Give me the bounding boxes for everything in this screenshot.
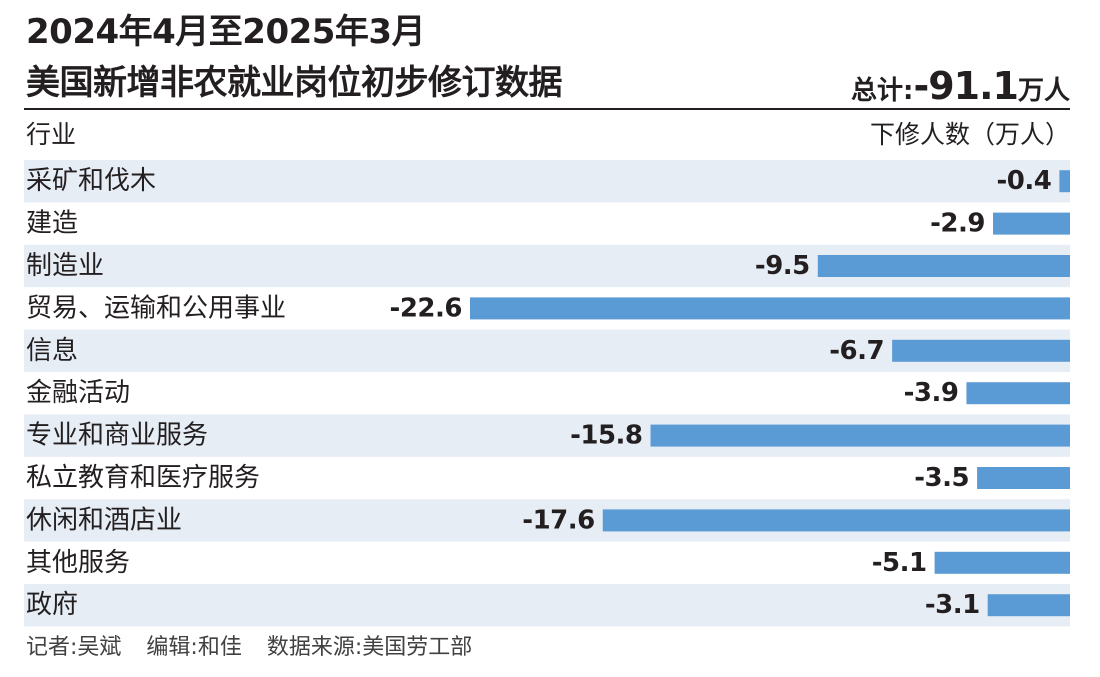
category-label: 信息: [26, 336, 78, 366]
bar: [977, 467, 1070, 489]
category-label: 制造业: [26, 251, 104, 281]
credits-footer: 记者:吴斌 编辑:和佳 数据来源:美国劳工部: [26, 632, 490, 664]
reporter-credit: 记者:吴斌: [26, 635, 122, 660]
row-stripe: [24, 584, 1070, 627]
value-label: -3.5: [914, 463, 969, 493]
total-unit: 万人: [1017, 76, 1070, 106]
title-divider: [24, 108, 1070, 110]
chart-title-line-1: 2024年4月至2025年3月: [26, 12, 426, 52]
industry-column-header: 行业: [26, 120, 77, 149]
editor-credit: 编辑:和佳: [146, 635, 242, 660]
total-revision: 总计:-91.1万人: [851, 66, 1070, 114]
bar: [650, 424, 1070, 447]
value-label: -15.8: [570, 421, 642, 451]
value-label: -0.4: [997, 166, 1052, 196]
bar: [987, 594, 1070, 617]
category-label: 政府: [26, 590, 78, 620]
bar: [602, 509, 1070, 532]
value-label: -2.9: [930, 209, 985, 239]
category-label: 休闲和酒店业: [26, 505, 182, 535]
value-label: -3.9: [904, 378, 959, 408]
bar: [934, 551, 1070, 574]
category-label: 金融活动: [26, 378, 130, 408]
total-value: -91.1: [913, 64, 1019, 108]
value-label: -9.5: [755, 251, 810, 281]
bar: [966, 382, 1070, 405]
value-label: -3.1: [925, 590, 980, 620]
bar: [817, 255, 1070, 277]
category-label: 采矿和伐木: [26, 166, 156, 196]
category-label: 贸易、运输和公用事业: [26, 293, 286, 323]
category-label: 专业和商业服务: [26, 421, 208, 451]
category-label: 建造: [26, 209, 78, 239]
bar: [470, 297, 1070, 320]
value-label: -22.6: [390, 293, 462, 323]
bar: [993, 212, 1070, 235]
category-label: 私立教育和医疗服务: [26, 463, 260, 493]
chart-title-line-2: 美国新增非农就业岗位初步修订数据: [26, 63, 563, 103]
bar: [892, 339, 1070, 362]
value-column-header: 下修人数（万人）: [869, 120, 1070, 149]
bar: [1059, 170, 1070, 193]
total-label: 总计:: [851, 76, 914, 106]
category-label: 其他服务: [26, 548, 130, 578]
value-label: -6.7: [829, 336, 884, 366]
value-label: -5.1: [872, 548, 927, 578]
source-credit: 数据来源:美国劳工部: [266, 635, 473, 660]
value-label: -17.6: [522, 505, 594, 535]
row-stripe: [24, 160, 1070, 203]
